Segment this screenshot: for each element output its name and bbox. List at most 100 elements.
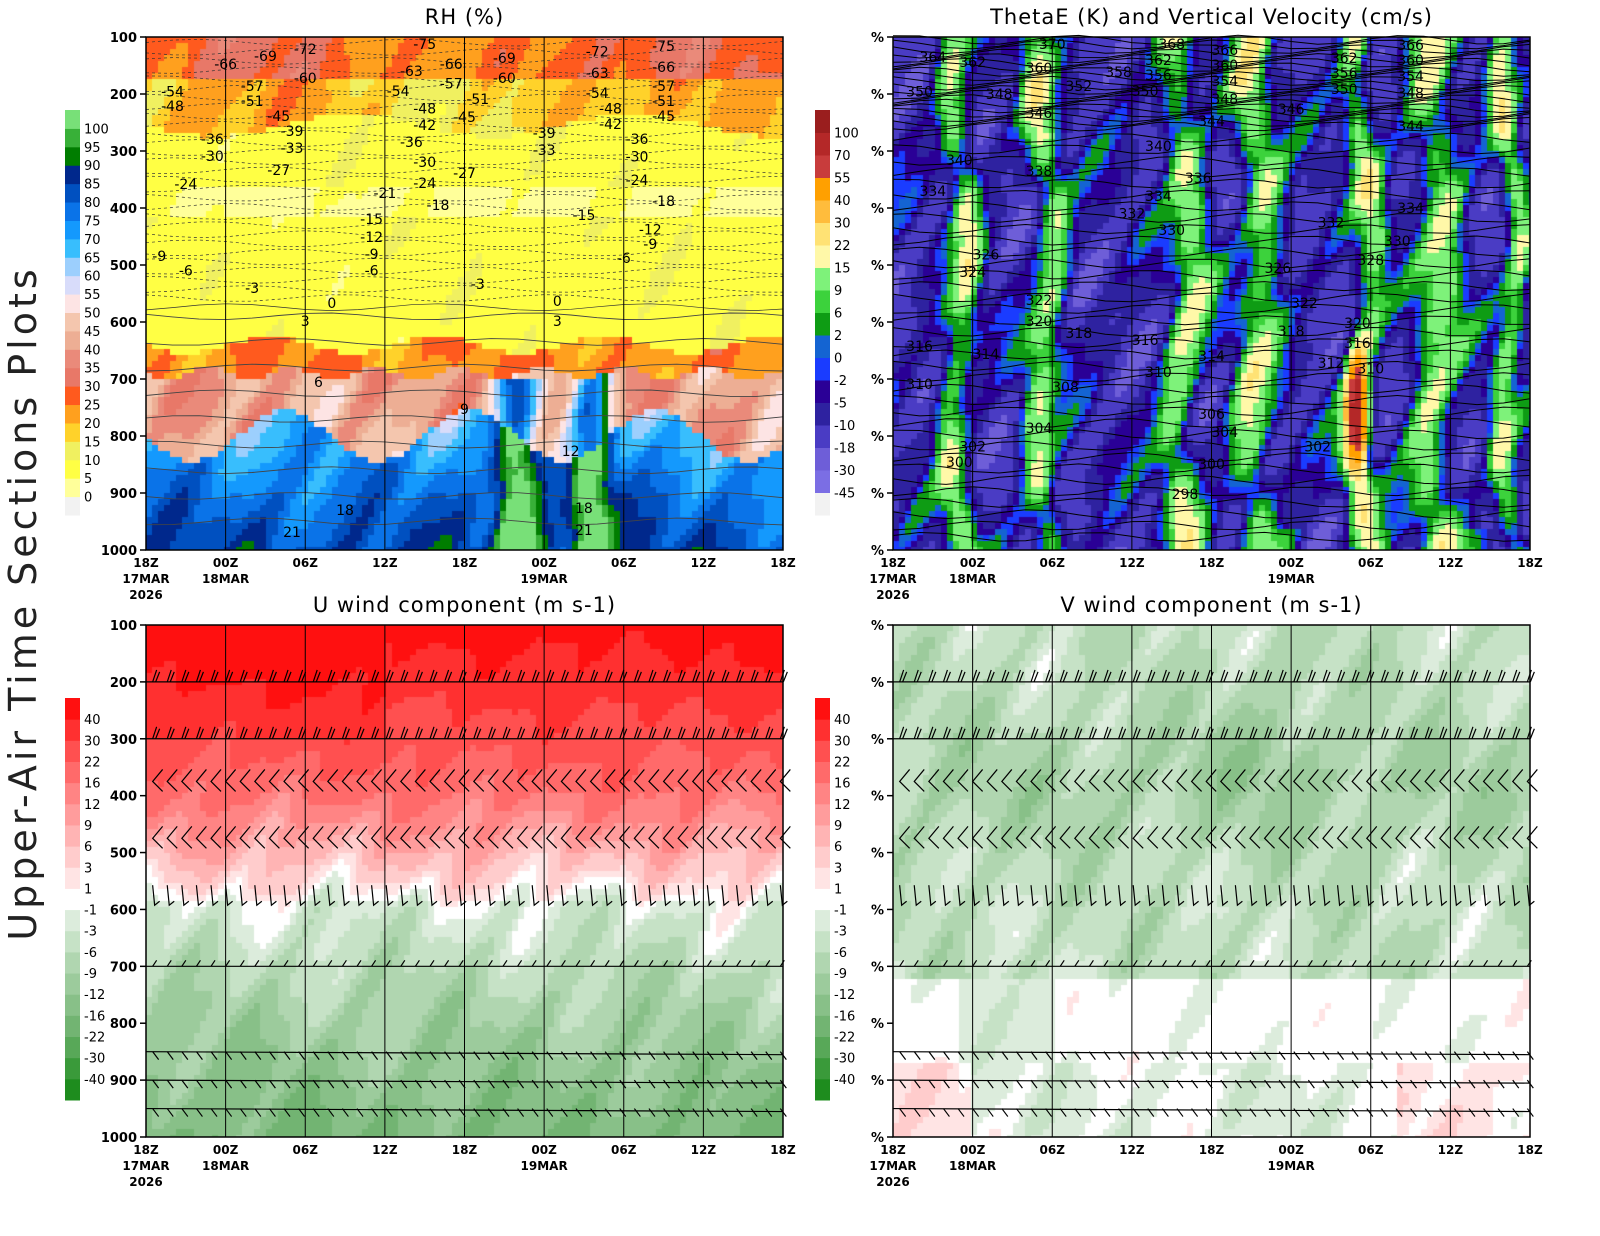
contour-label: -66	[440, 57, 463, 73]
wind-barb	[1468, 726, 1477, 740]
x-tick-label: 12Z	[372, 1143, 398, 1157]
wind-barb	[225, 1108, 233, 1117]
wind-barb	[283, 769, 295, 792]
wind-barb	[1482, 825, 1495, 849]
contour-label: 316	[1344, 336, 1371, 352]
x-tick-label: 00Z	[531, 1143, 557, 1157]
wind-barb	[1395, 1051, 1403, 1061]
wind-barb	[706, 825, 718, 849]
wind-barb	[1365, 825, 1378, 849]
wind-barb	[166, 1079, 174, 1089]
wind-barb	[195, 1108, 203, 1117]
x-tick-label: 06Z	[293, 556, 319, 570]
wind-barb	[677, 769, 689, 792]
wind-barb	[1468, 669, 1477, 683]
wind-barb	[502, 1051, 510, 1061]
wind-barb	[899, 1079, 907, 1089]
wind-barb	[210, 669, 219, 683]
wind-barb	[735, 769, 748, 792]
y-tick-label: 700	[110, 373, 137, 388]
wind-barb	[1234, 1079, 1242, 1089]
wind-barb	[341, 960, 347, 967]
wind-barb	[327, 1051, 335, 1061]
wind-barb	[1015, 825, 1027, 849]
wind-barb	[957, 769, 969, 792]
colorbar-swatch	[65, 951, 80, 974]
colorbar-label: 12	[84, 798, 101, 813]
wind-barb	[268, 1051, 276, 1061]
wind-barb	[1234, 885, 1243, 907]
wind-barb	[326, 825, 339, 849]
colorbar-swatch	[815, 994, 830, 1016]
wind-barb	[195, 669, 204, 683]
x-tick-label: 00Z	[213, 1143, 239, 1157]
wind-barb	[706, 960, 712, 967]
wind-barb	[298, 960, 304, 967]
wind-barb	[312, 669, 321, 683]
wind-barb	[254, 1051, 262, 1061]
colorbar-label: 15	[834, 262, 851, 277]
wind-barb	[575, 726, 584, 740]
wind-barb	[1190, 885, 1199, 907]
colorbar-swatch	[815, 470, 830, 493]
wind-barb	[1161, 669, 1170, 683]
y-tick-label: %	[871, 733, 884, 748]
wind-barb	[414, 769, 426, 792]
wind-barb	[764, 769, 777, 792]
wind-barb	[371, 1051, 379, 1061]
wind-barb	[899, 726, 908, 740]
wind-barb	[1191, 960, 1197, 967]
wind-barb	[414, 885, 423, 907]
colorbar-swatch	[65, 349, 80, 369]
wind-barb	[443, 885, 452, 907]
wind-barb	[371, 726, 380, 740]
wind-barb	[166, 1051, 174, 1061]
wind-barb	[414, 825, 426, 849]
wind-barb	[152, 960, 158, 967]
wind-barb	[1045, 1079, 1053, 1089]
wind-barb	[1132, 885, 1141, 907]
contour-label: 3	[553, 314, 562, 330]
wind-barb	[913, 1051, 921, 1061]
x-tick-label: 18Z	[770, 556, 796, 570]
wind-barb	[1439, 885, 1448, 907]
wind-barb	[1249, 960, 1255, 967]
wind-barb	[166, 885, 175, 907]
wind-barb	[633, 1051, 641, 1061]
wind-barb	[1409, 885, 1418, 907]
wind-barb	[195, 885, 204, 907]
wind-barb	[1365, 769, 1378, 792]
wind-barb	[663, 1051, 671, 1061]
wind-barb	[1453, 1079, 1461, 1089]
colorbar-swatch	[65, 441, 80, 461]
wind-barb	[239, 885, 248, 907]
colorbar-label: 100	[834, 127, 859, 142]
wind-barb	[268, 960, 274, 967]
colorbar-label: 25	[84, 399, 101, 414]
wind-barb	[239, 726, 248, 740]
wind-barb	[312, 825, 324, 849]
colorbar-swatch	[815, 1015, 830, 1038]
colorbar-swatch	[65, 257, 80, 277]
contour-label: -15	[573, 208, 596, 224]
wind-barb	[327, 885, 336, 907]
wind-barb	[341, 885, 350, 907]
contour-label: 330	[1384, 234, 1411, 250]
wind-barb	[986, 1051, 994, 1061]
x-tick-label: 18Z	[1517, 1143, 1543, 1157]
colorbar-swatch	[65, 367, 80, 387]
wind-barb	[1059, 825, 1071, 849]
contour-label: -6	[179, 264, 193, 280]
wind-barb	[677, 1051, 685, 1061]
wind-barb	[721, 669, 730, 683]
wind-barb	[1366, 960, 1372, 967]
wind-barb	[1336, 825, 1349, 849]
wind-barb	[1220, 726, 1229, 740]
colorbar-label: -22	[834, 1031, 855, 1046]
contour-label: 0	[553, 294, 562, 310]
x-tick-label: 18Z	[133, 556, 159, 570]
colorbar-label: 6	[84, 840, 92, 855]
colorbar-label: 80	[84, 196, 101, 211]
colorbar-swatch	[65, 994, 80, 1016]
